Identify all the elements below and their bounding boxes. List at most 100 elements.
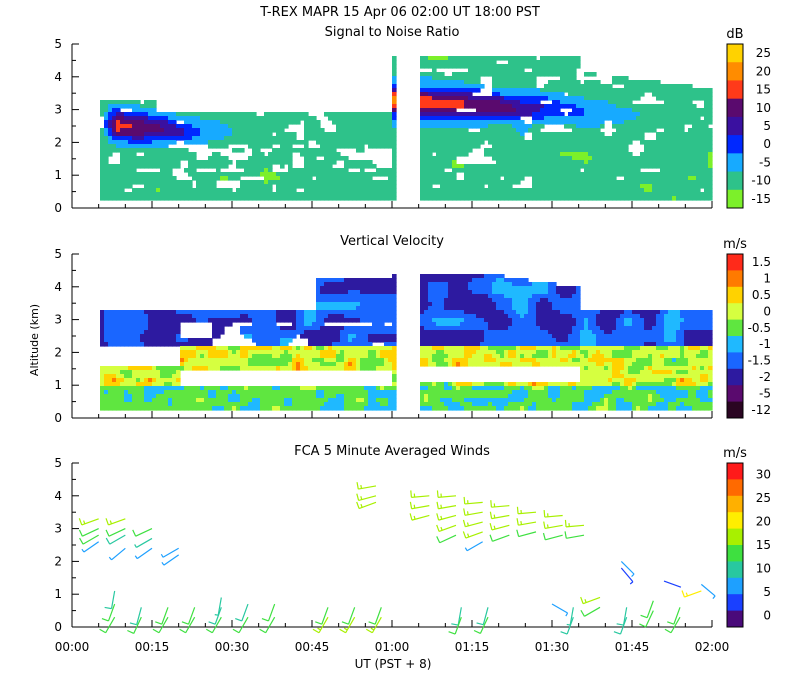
heatmap-cell xyxy=(540,184,545,189)
heatmap-cell xyxy=(320,334,325,339)
heatmap-cell xyxy=(648,128,653,133)
heatmap-cell xyxy=(576,96,581,101)
heatmap-cell xyxy=(152,196,157,201)
heatmap-cell xyxy=(324,164,329,169)
heatmap-cell xyxy=(108,196,113,201)
heatmap-cell xyxy=(644,80,649,85)
heatmap-cell xyxy=(488,172,493,177)
heatmap-cell xyxy=(684,180,689,185)
heatmap-cell xyxy=(268,330,273,335)
heatmap-cell xyxy=(576,140,581,145)
heatmap-cell xyxy=(432,112,437,117)
heatmap-cell xyxy=(164,136,169,141)
heatmap-cell xyxy=(492,128,497,133)
heatmap-cell xyxy=(572,112,577,117)
heatmap-cell xyxy=(704,156,709,161)
heatmap-cell xyxy=(668,152,673,157)
heatmap-cell xyxy=(612,188,617,193)
heatmap-cell xyxy=(656,164,661,169)
heatmap-cell xyxy=(524,92,529,97)
heatmap-cell xyxy=(120,112,125,117)
heatmap-cell xyxy=(320,136,325,141)
heatmap-cell xyxy=(216,310,221,315)
heatmap-cell xyxy=(144,152,149,157)
heatmap-cell xyxy=(120,164,125,169)
heatmap-cell xyxy=(276,112,281,117)
heatmap-cell xyxy=(568,144,573,149)
heatmap-cell xyxy=(428,104,433,109)
heatmap-cell xyxy=(344,144,349,149)
heatmap-cell xyxy=(336,394,341,399)
heatmap-cell xyxy=(244,330,249,335)
heatmap-cell xyxy=(220,164,225,169)
heatmap-cell xyxy=(336,116,341,121)
heatmap-cell xyxy=(700,136,705,141)
heatmap-cell xyxy=(208,164,213,169)
heatmap-cell xyxy=(436,92,441,97)
heatmap-cell xyxy=(280,176,285,181)
heatmap-cell xyxy=(472,56,477,61)
heatmap-cell xyxy=(248,168,253,173)
heatmap-cell xyxy=(156,322,161,327)
heatmap-cell xyxy=(696,164,701,169)
heatmap-cell xyxy=(444,184,449,189)
heatmap-cell xyxy=(428,80,433,85)
heatmap-cell xyxy=(460,180,465,185)
heatmap-cell xyxy=(680,196,685,201)
heatmap-cell xyxy=(340,346,345,351)
figure-title: T-REX MAPR 15 Apr 06 02:00 UT 18:00 PST xyxy=(259,5,540,20)
heatmap-cell xyxy=(336,406,341,411)
heatmap-cell xyxy=(336,192,341,197)
heatmap-cell xyxy=(568,116,573,121)
heatmap-cell xyxy=(248,314,253,319)
heatmap-cell xyxy=(288,338,293,343)
heatmap-cell xyxy=(132,402,137,407)
heatmap-cell xyxy=(496,152,501,157)
heatmap-cell xyxy=(312,148,317,153)
heatmap-cell xyxy=(568,96,573,101)
heatmap-cell xyxy=(596,192,601,197)
heatmap-cell xyxy=(460,192,465,197)
heatmap-cell xyxy=(120,378,125,383)
heatmap-cell xyxy=(484,60,489,65)
heatmap-cell xyxy=(524,152,529,157)
heatmap-cell xyxy=(492,192,497,197)
heatmap-cell xyxy=(324,298,329,303)
heatmap-cell xyxy=(216,144,221,149)
heatmap-cell xyxy=(164,172,169,177)
heatmap-cell xyxy=(420,108,425,113)
heatmap-cell xyxy=(132,168,137,173)
heatmap-cell xyxy=(564,168,569,173)
heatmap-cell xyxy=(572,136,577,141)
heatmap-cell xyxy=(548,196,553,201)
heatmap-cell xyxy=(240,184,245,189)
heatmap-cell xyxy=(320,362,325,367)
heatmap-cell xyxy=(116,124,121,129)
heatmap-cell xyxy=(476,180,481,185)
heatmap-cell xyxy=(276,358,281,363)
heatmap-cell xyxy=(204,120,209,125)
heatmap-cell xyxy=(664,144,669,149)
heatmap-cell xyxy=(192,318,197,323)
heatmap-cell xyxy=(140,402,145,407)
heatmap-cell xyxy=(660,184,665,189)
heatmap-cell xyxy=(200,354,205,359)
heatmap-cell xyxy=(332,112,337,117)
heatmap-cell xyxy=(288,366,293,371)
heatmap-cell xyxy=(472,140,477,145)
heatmap-cell xyxy=(520,60,525,65)
heatmap-cell xyxy=(652,108,657,113)
heatmap-cell xyxy=(612,152,617,157)
heatmap-cell xyxy=(184,342,189,347)
heatmap-cell xyxy=(120,144,125,149)
heatmap-cell xyxy=(540,172,545,177)
heatmap-cell xyxy=(316,322,321,327)
heatmap-cell xyxy=(292,354,297,359)
heatmap-cell xyxy=(440,108,445,113)
heatmap-cell xyxy=(652,120,657,125)
heatmap-cell xyxy=(352,298,357,303)
heatmap-cell xyxy=(252,172,257,177)
heatmap-cell xyxy=(480,196,485,201)
heatmap-cell xyxy=(172,342,177,347)
heatmap-cell xyxy=(100,140,105,145)
